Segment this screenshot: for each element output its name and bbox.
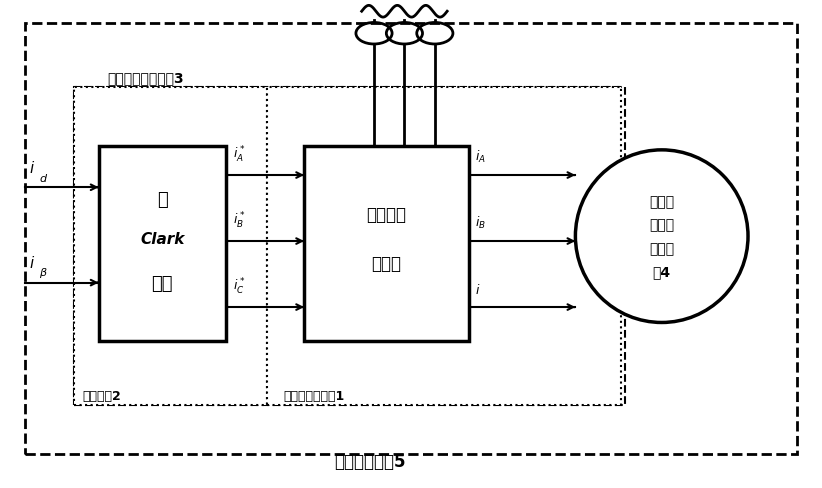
Text: $i_A$: $i_A$	[475, 149, 486, 165]
Bar	[74, 88, 625, 405]
Bar	[267, 88, 621, 405]
Ellipse shape	[575, 150, 748, 323]
Text: 坐标变换2: 坐标变换2	[82, 389, 121, 402]
Bar	[74, 88, 267, 405]
Text: 电流控制: 电流控制	[367, 206, 406, 224]
Text: 逆: 逆	[157, 191, 168, 209]
Text: 磁悬浮: 磁悬浮	[649, 195, 674, 208]
Text: $i$: $i$	[29, 255, 35, 271]
Text: 逆变器: 逆变器	[372, 255, 401, 272]
Text: $i^*_B$: $i^*_B$	[233, 211, 245, 231]
Bar	[304, 146, 469, 342]
Bar	[99, 146, 226, 342]
Text: 机4: 机4	[653, 265, 671, 279]
Text: $d$: $d$	[39, 172, 48, 184]
Text: Clark: Clark	[141, 232, 184, 246]
Text: 复合被控对象5: 复合被控对象5	[335, 452, 405, 470]
Text: 阻电动: 阻电动	[649, 242, 674, 255]
Text: $i^*_A$: $i^*_A$	[233, 145, 245, 165]
Text: $i^*_C$: $i^*_C$	[233, 277, 245, 297]
Text: $i$: $i$	[475, 283, 481, 297]
Text: $i_B$: $i_B$	[475, 215, 486, 231]
Text: 电流控制逆变器1: 电流控制逆变器1	[284, 389, 345, 402]
Text: 扩展的流控逆变器3: 扩展的流控逆变器3	[107, 71, 183, 85]
Text: $i$: $i$	[29, 160, 35, 176]
Text: $\beta$: $\beta$	[39, 265, 48, 279]
Text: 开关磁: 开关磁	[649, 218, 674, 232]
Text: 变换: 变换	[151, 274, 173, 292]
Bar	[25, 24, 797, 454]
